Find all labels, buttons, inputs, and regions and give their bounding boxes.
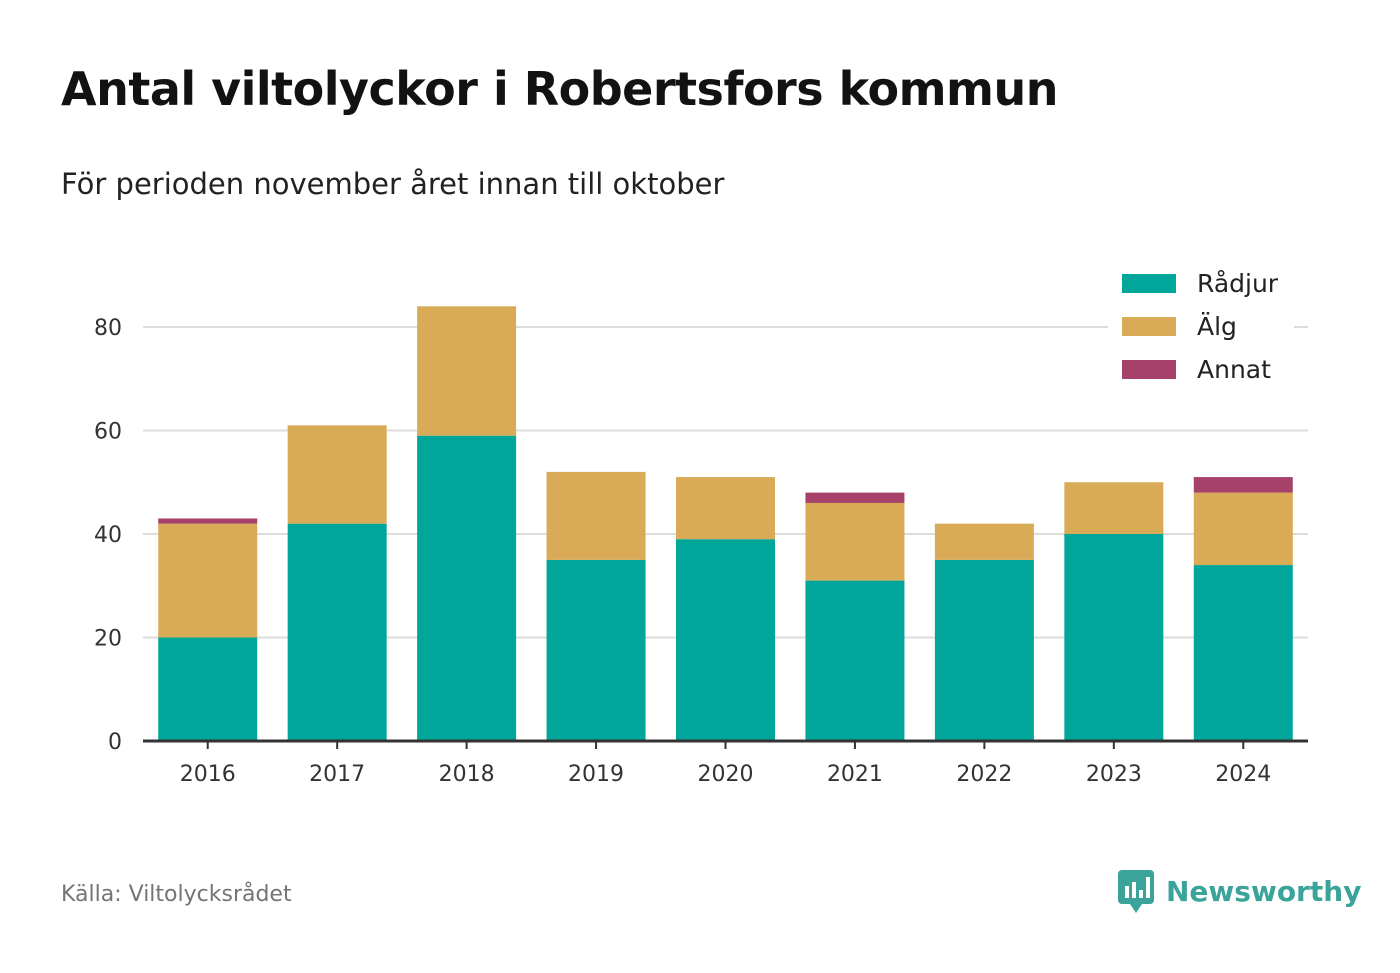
- x-tick-label: 2022: [956, 762, 1012, 787]
- legend-label: Älg: [1197, 312, 1237, 341]
- legend-swatch: [1122, 360, 1176, 379]
- bar-segment: [805, 502, 905, 581]
- brand-name: Newsworthy: [1166, 874, 1362, 908]
- x-tick-label: 2018: [439, 762, 495, 787]
- legend-label: Annat: [1197, 355, 1271, 384]
- bars: [158, 306, 1293, 741]
- bar-segment: [546, 471, 646, 560]
- bar-segment: [158, 518, 258, 524]
- y-tick-label: 60: [94, 420, 122, 445]
- x-tick-label: 2019: [568, 762, 624, 787]
- bar-segment: [805, 492, 905, 503]
- x-tick-label: 2017: [309, 762, 365, 787]
- y-tick-label: 40: [94, 523, 122, 548]
- bar-segment: [1064, 482, 1164, 534]
- chart-title: Antal viltolyckor i Robertsfors kommun: [61, 62, 1058, 116]
- legend-label: Rådjur: [1197, 269, 1279, 298]
- bar-segment: [287, 425, 387, 524]
- newsworthy-logo-icon: [1118, 870, 1154, 913]
- bar-segment: [934, 523, 1034, 560]
- bar-segment: [1064, 534, 1164, 741]
- brand-logo: Newsworthy: [1118, 868, 1361, 914]
- bar-segment: [934, 559, 1034, 741]
- bar-segment: [1193, 565, 1293, 741]
- bar-segment: [1193, 477, 1293, 493]
- bar-segment: [805, 580, 905, 741]
- y-tick-label: 0: [108, 730, 122, 755]
- y-axis-ticks: 0 20 40 60 80: [94, 316, 122, 755]
- bar-segment: [676, 539, 775, 741]
- bar-segment: [287, 523, 387, 741]
- y-tick-label: 20: [94, 627, 122, 652]
- x-tick-label: 2021: [827, 762, 883, 787]
- legend-swatch: [1122, 317, 1176, 336]
- x-axis-ticks: 2016 2017 2018 2019 2020 2021 2022 2023 2024: [180, 741, 1271, 787]
- bar-segment: [417, 306, 517, 436]
- legend: Rådjur Älg Annat: [1108, 269, 1294, 390]
- bar-segment: [546, 559, 646, 741]
- bar-segment: [158, 637, 258, 741]
- bar-segment: [676, 477, 775, 540]
- x-tick-label: 2024: [1215, 762, 1271, 787]
- x-tick-label: 2020: [698, 762, 754, 787]
- x-tick-label: 2023: [1086, 762, 1142, 787]
- bar-segment: [158, 523, 258, 638]
- bar-segment: [1193, 492, 1293, 566]
- chart-subtitle: För perioden november året innan till ok…: [61, 167, 725, 201]
- bar-segment: [417, 435, 517, 741]
- legend-swatch: [1122, 274, 1176, 293]
- y-tick-label: 80: [94, 316, 122, 341]
- x-tick-label: 2016: [180, 762, 236, 787]
- source-note: Källa: Viltolycksrådet: [61, 882, 292, 907]
